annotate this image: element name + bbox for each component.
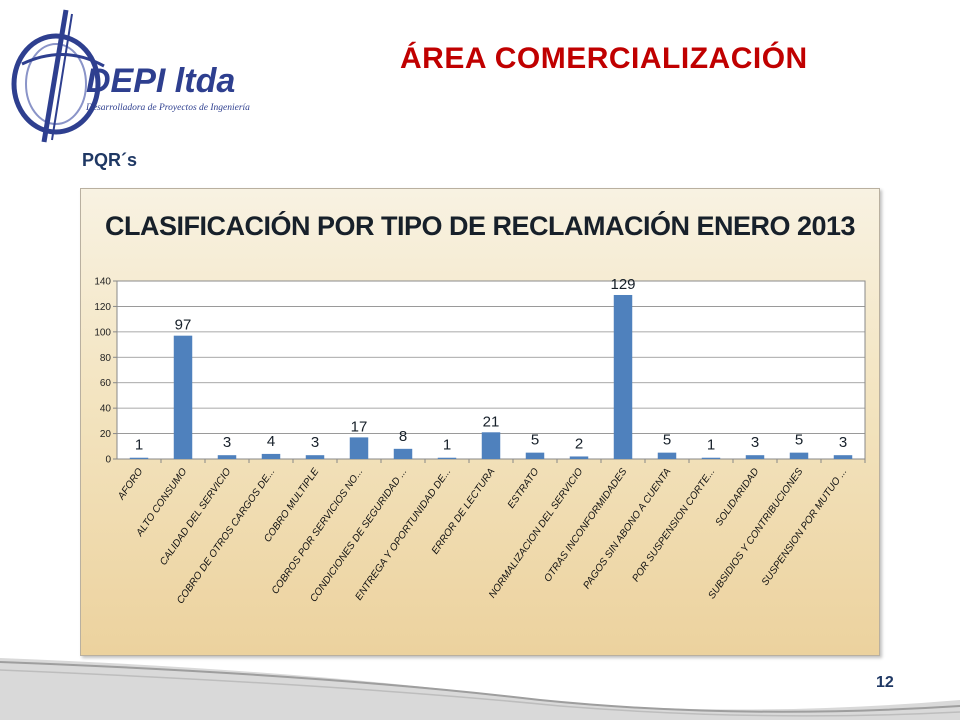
bar: [481, 432, 501, 459]
bottom-swoosh-decoration: [0, 658, 960, 720]
data-label: 8: [399, 428, 407, 445]
category-label: COBROS POR SERVICIOS NO...: [270, 466, 366, 596]
category-label: SOLIDARIDAD: [714, 466, 762, 528]
category-label: SUBSIDIOS Y CONTRIBUCIONES: [706, 466, 805, 601]
data-label: 3: [223, 434, 231, 451]
bar: [349, 437, 369, 459]
bar: [173, 335, 193, 459]
data-label: 97: [175, 317, 192, 334]
page-number: 12: [876, 674, 894, 691]
data-label: 17: [351, 418, 368, 435]
chart-title: CLASIFICACIÓN POR TIPO DE RECLAMACIÓN EN…: [104, 211, 856, 241]
logo-brand: DEPI ltda: [86, 62, 235, 100]
bar: [745, 455, 765, 459]
data-label: 3: [751, 434, 759, 451]
category-label: SUSPENSION POR MUTUO ...: [760, 466, 850, 587]
data-label: 21: [483, 413, 500, 430]
category-label: AFORO: [115, 466, 145, 502]
data-label: 5: [795, 432, 803, 449]
bar: [613, 294, 633, 459]
bar: [393, 448, 413, 459]
y-tick-label: 80: [100, 353, 112, 364]
data-label: 129: [610, 276, 635, 293]
y-tick-label: 60: [100, 378, 112, 389]
bar: [657, 452, 677, 459]
company-logo: DEPI ltda Desarrolladora de Proyectos de…: [4, 4, 274, 144]
depi-logo-icon: DEPI ltda Desarrolladora de Proyectos de…: [11, 9, 250, 143]
bar: [261, 453, 281, 459]
y-tick-label: 40: [100, 404, 112, 415]
bar: [129, 457, 149, 459]
data-label: 4: [267, 433, 275, 450]
bar: [437, 457, 457, 459]
data-label: 5: [663, 432, 671, 449]
bar: [305, 455, 325, 459]
category-label: OTRAS INCONFORMIDADES: [542, 466, 629, 584]
bar: [569, 456, 589, 459]
category-label: COBRO DE OTROS CARGOS DE...: [175, 466, 277, 606]
category-label: CONDICIONES DE SEGURIDAD ...: [308, 466, 409, 604]
data-label: 3: [839, 434, 847, 451]
data-label: 1: [135, 437, 143, 454]
data-label: 1: [707, 437, 715, 454]
y-tick-label: 140: [94, 277, 111, 288]
data-label: 5: [531, 432, 539, 449]
logo-tagline: Desarrolladora de Proyectos de Ingenierí…: [85, 103, 250, 113]
data-label: 3: [311, 434, 319, 451]
category-label: ENTREGA Y OPORTUNIDAD DE...: [353, 466, 453, 602]
bar: [525, 452, 545, 459]
data-label: 2: [575, 435, 583, 452]
bar: [833, 455, 853, 459]
section-label: PQR´s: [82, 150, 138, 170]
bar: [217, 455, 237, 459]
plot-area: [116, 280, 866, 460]
category-label: PAGOS SIN ABONO A CUENTA: [581, 466, 673, 591]
slide-title: ÁREA COMERCIALIZACIÓN: [400, 42, 808, 75]
category-label: ESTRATO: [506, 466, 542, 510]
y-tick-label: 20: [100, 429, 112, 440]
bar: [701, 457, 721, 459]
data-label: 1: [443, 437, 451, 454]
y-tick-label: 120: [94, 302, 111, 313]
category-label: NORMALIZACION DEL SERVICIO: [487, 466, 585, 600]
bar: [789, 452, 809, 459]
y-tick-label: 100: [94, 327, 111, 338]
y-tick-label: 0: [105, 455, 111, 466]
category-label: POR SUSPENSION CORTE...: [630, 466, 717, 584]
chart-panel: CLASIFICACIÓN POR TIPO DE RECLAMACIÓN EN…: [80, 188, 880, 656]
